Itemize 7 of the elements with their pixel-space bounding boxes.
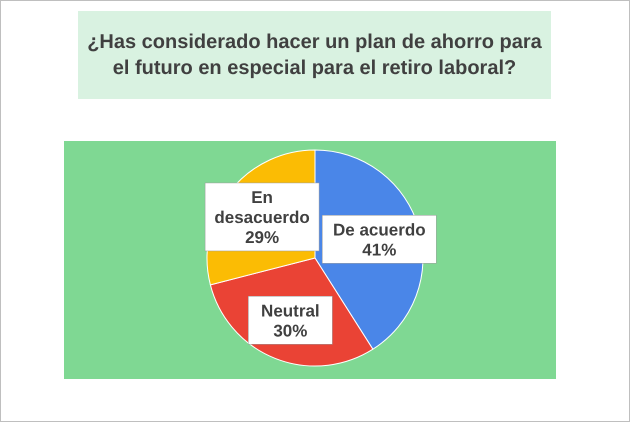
data-label: 30% [273, 321, 308, 340]
data-label: 29% [245, 228, 280, 247]
slice-label: En desacuerdo [214, 188, 310, 227]
data-label: 41% [362, 240, 396, 260]
slice-label: De acuerdo [333, 220, 426, 240]
chart-title: ¿Has considerado hacer un plan de ahorro para el futuro en especial para el retiro laboral? [78, 11, 551, 99]
slice-label: Neutral [261, 301, 320, 320]
